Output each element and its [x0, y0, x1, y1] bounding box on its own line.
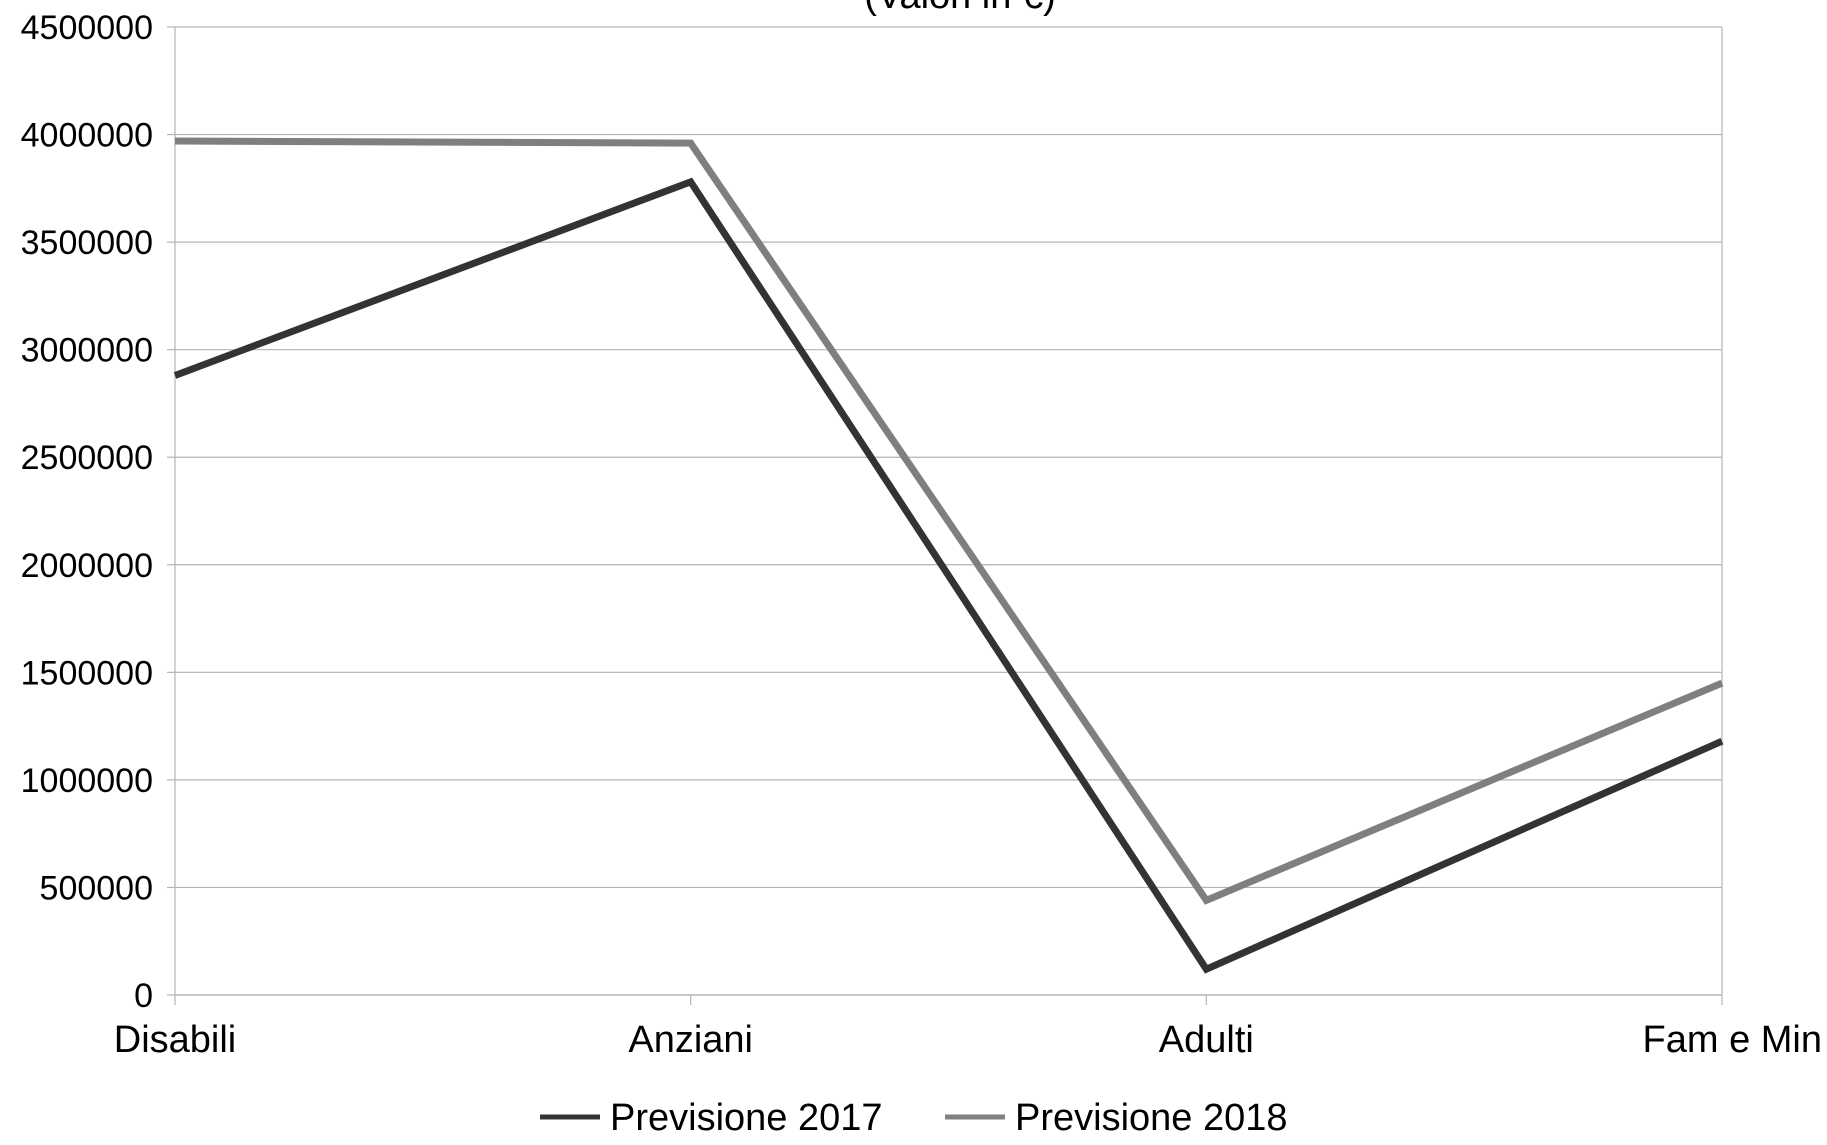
y-tick-label: 0: [134, 977, 153, 1015]
x-category-label: Adulti: [1159, 1019, 1254, 1061]
y-axis-tick-labels: 0 500000 1000000 1500000 2000000 2500000 30000…: [21, 9, 153, 1015]
y-tick-label: 1500000: [21, 654, 153, 692]
series-line-1: [173, 177, 1724, 974]
x-category-label: Anziani: [628, 1019, 753, 1061]
y-tick-label: 2500000: [21, 439, 153, 477]
y-tick-label: 500000: [40, 869, 153, 907]
gridlines: [175, 26, 1722, 996]
legend-label-2: Previsione 2018: [1015, 1097, 1288, 1139]
y-tick-label: 4000000: [21, 117, 153, 155]
legend-label-1: Previsione 2017: [610, 1097, 883, 1139]
y-tick-label: 2000000: [21, 547, 153, 585]
x-category-label: Disabili: [114, 1019, 236, 1061]
y-tick-label: 3500000: [21, 224, 153, 262]
legend: Previsione 2017 Previsione 2018: [540, 1097, 1288, 1139]
y-tick-label: 1000000: [21, 762, 153, 800]
x-axis-category-labels: Disabili Anziani Adulti Fam e Min: [114, 1019, 1822, 1061]
series-lines: [173, 137, 1724, 974]
y-tick-label: 4500000: [21, 9, 153, 47]
axes: [167, 26, 1723, 1005]
series-line-2: [174, 137, 1724, 905]
y-tick-label: 3000000: [21, 332, 153, 370]
x-category-label: Fam e Min: [1643, 1019, 1822, 1061]
chart-title: (Valori in €): [864, 0, 1055, 17]
